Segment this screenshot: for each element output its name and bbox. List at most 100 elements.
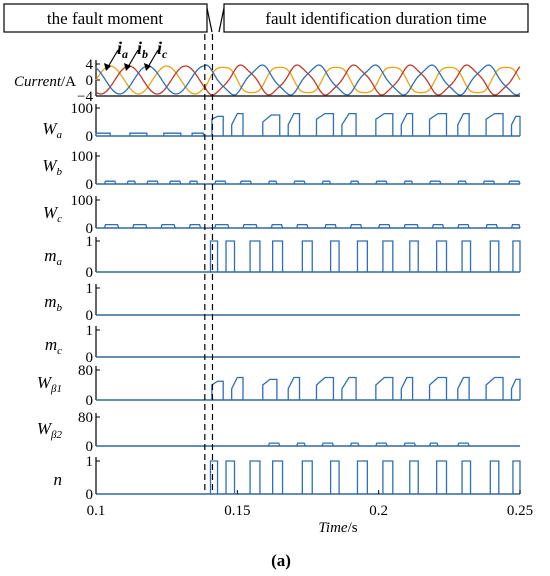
panel-label-Wb2: Wβ2 [37,419,63,441]
pulse-Wc [378,223,391,229]
panel-label-Wc: Wc [43,203,62,225]
pulse-Wc [349,223,363,229]
panel-label-main: Current [14,74,62,90]
pulse-ma [461,240,472,272]
pulse-n [249,460,261,494]
pulse-ma [301,240,313,272]
panel-label-Wa: Wa [42,119,62,141]
pulse-ma [209,240,219,272]
x-tick-label: 0.25 [507,503,533,519]
panel-mb: 1 0 mb [44,281,520,324]
fault-moment-label: the fault moment [47,9,163,28]
legend-arrowhead-i_b [124,63,131,71]
legend-subscript: a [122,47,128,61]
pulse-Wa [262,114,281,136]
pulse-Wb2 [349,442,360,447]
panel-label-subscript: a [57,256,63,268]
pulse-Wc [510,223,521,229]
y-tick-label-mc: 1 [86,323,94,339]
panel-label-main: W [42,156,58,175]
bracket-right [218,7,225,33]
pulse-Wb [267,180,278,185]
pulse-n [461,460,472,494]
panel-label-mb: mb [44,292,62,314]
pulse-Wb [103,180,117,185]
legend-label-i_c: ic [157,38,168,61]
legend-arrow-i_a [107,49,119,68]
y-tick-label-ma: 1 [86,234,94,250]
x-tick-label: 0.1 [87,503,106,519]
y-tick-label-Wb1: 80 [78,363,93,379]
panel-ma: 1 0 ma [44,234,521,281]
x-axis-label: Time/s [318,520,357,536]
pulse-Wa [129,132,148,136]
pulse-n [301,460,313,494]
pulse-Wb1 [211,380,224,400]
panel-Wc: 100 0 Wc [43,193,521,237]
pulse-Wb1 [287,376,301,400]
pulse-Wa [341,112,357,136]
pulse-Wc [403,223,419,229]
pulse-Wc [324,223,337,229]
y-tick-label-mb: 0 [86,308,94,324]
y-tick-label-Wb: 100 [71,149,94,165]
pulse-Wb1 [485,376,504,400]
pulse-Wb [349,180,360,185]
pulse-Wb [428,180,442,185]
pulse-Wa [95,132,111,136]
x-axis: 0.1 0.15 0.2 0.25 [87,490,533,519]
pulse-Wb [239,180,253,185]
pulse-n [329,460,340,494]
panel-label-subscript: b [57,166,63,178]
bracket-left [206,7,213,33]
legend-arrowhead-i_a [104,63,111,71]
y-tick-label-current: 0 [86,73,94,89]
panel-label-subscript: b [57,302,63,314]
panel-label-current: Current/A [14,74,76,90]
pulse-Wc [214,223,230,229]
panel-label-subscript: a [57,129,63,141]
pulse-n [209,460,219,494]
pulse-Wc [485,223,499,229]
panel-label-main: n [54,470,63,489]
pulse-ma [409,240,419,272]
pulse-Wb1 [262,378,278,400]
pulse-Wa [211,115,224,136]
pulse-Wc [270,223,284,229]
pulse-Wb [482,180,496,185]
panel-label-main: W [42,119,58,138]
pulse-Wc [160,223,176,229]
y-tick-label-Wb2: 80 [78,410,93,426]
fault-identification-box [223,3,529,33]
y-tick-label-mc: 0 [86,350,94,366]
pulse-Wa [428,112,448,136]
pulse-Wb [321,180,332,185]
pulse-Wa [375,112,394,136]
panel-label-subscript: β2 [50,429,62,441]
pulse-Wa [510,115,521,136]
pulse-n [512,460,521,494]
panel-label-subscript: c [57,345,62,357]
pulse-Wb [146,180,159,185]
legend-arrow-i_c [147,49,159,68]
panel-label-Wb: Wb [42,156,62,178]
pulse-Wb2 [321,442,335,447]
panel-label-subscript: β1 [50,383,62,395]
pulse-Wb2 [267,442,281,447]
pulse-n [435,460,448,494]
panel-label-main: W [37,373,53,392]
panel-label-main: W [43,203,59,222]
panel-label-subscript: c [57,213,62,225]
pulse-ma [272,240,284,272]
pulse-n [225,460,236,494]
pulse-n [272,460,284,494]
legend-arrow-i_b [127,49,139,68]
panel-label-mc: mc [45,335,62,357]
panel-Wa: 100 0 Wa [42,101,521,145]
panel-mc: 1 0 mc [45,323,520,366]
x-tick-label: 0.15 [224,503,250,519]
pulse-Wb1 [315,376,335,400]
pulse-n [382,460,394,494]
y-tick-label-current: −4 [77,89,93,105]
